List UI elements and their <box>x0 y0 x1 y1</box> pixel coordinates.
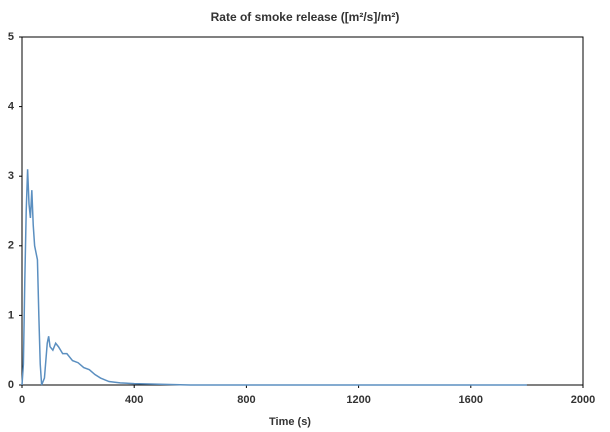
x-axis-label: Time (s) <box>269 416 311 428</box>
chart-title: Rate of smoke release ([m²/s]/m²) <box>211 10 400 24</box>
y-tick-label: 5 <box>8 31 14 43</box>
x-tick-label: 0 <box>19 394 25 406</box>
x-tick-label: 800 <box>237 394 255 406</box>
line-series <box>21 169 527 386</box>
y-tick-label: 0 <box>8 379 14 391</box>
x-tick-label: 400 <box>125 394 143 406</box>
x-tick-label: 1600 <box>459 394 483 406</box>
plot-frame <box>21 36 584 386</box>
x-tick-label: 2000 <box>571 394 595 406</box>
y-tick-label: 2 <box>8 240 14 252</box>
y-tick-label: 3 <box>8 170 14 182</box>
x-tick-label: 1200 <box>346 394 370 406</box>
y-tick-label: 1 <box>8 309 14 321</box>
y-tick-label: 4 <box>8 101 15 113</box>
